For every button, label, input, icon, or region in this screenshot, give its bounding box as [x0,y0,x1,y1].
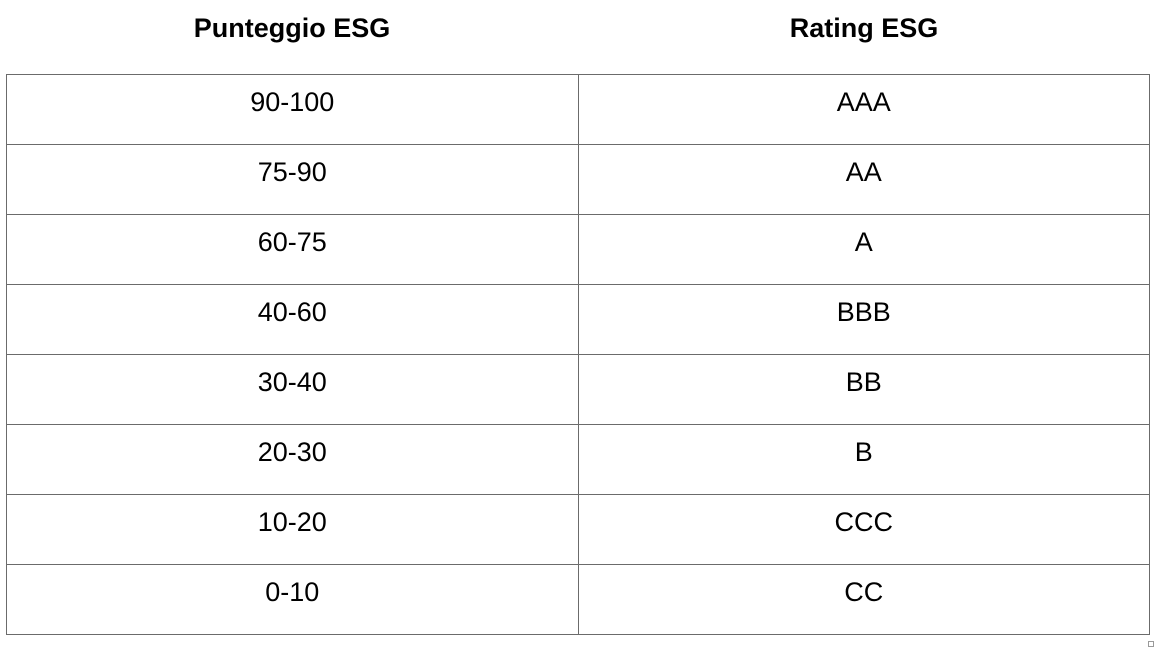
score-cell: 10-20 [6,494,579,565]
score-value: 10-20 [257,507,327,537]
esg-rating-table: 90-100 AAA 75-90 AA 60-75 A 40-60 BBB 30… [6,74,1150,635]
rating-cell: AAA [577,74,1150,145]
score-cell: 40-60 [6,284,579,355]
score-cell: 60-75 [6,214,579,285]
rating-cell: BB [577,354,1150,425]
table-row: 0-10 CC [6,564,1150,635]
header-score: Punteggio ESG [193,12,391,43]
score-value: 60-75 [257,227,327,257]
table-header: Punteggio ESG Rating ESG [6,0,1150,56]
rating-cell: A [577,214,1150,285]
score-value: 30-40 [257,367,327,397]
score-cell: 0-10 [6,564,579,635]
table-resize-handle[interactable] [1148,641,1154,647]
table-row: 40-60 BBB [6,284,1150,355]
table-row: 60-75 A [6,214,1150,285]
rating-cell: AA [577,144,1150,215]
rating-cell: CC [577,564,1150,635]
rating-cell: CCC [577,494,1150,565]
rating-cell: BBB [577,284,1150,355]
table-row: 10-20 CCC [6,494,1150,565]
rating-value: CCC [834,507,894,537]
score-value: 20-30 [257,437,327,467]
score-value: 40-60 [257,297,327,327]
score-cell: 20-30 [6,424,579,495]
score-value: 75-90 [257,157,327,187]
rating-value: BBB [836,297,891,327]
score-value: 90-100 [250,87,335,117]
table-row: 20-30 B [6,424,1150,495]
rating-cell: B [577,424,1150,495]
score-cell: 90-100 [6,74,579,145]
rating-value: BB [845,367,882,397]
rating-value: AA [845,157,882,187]
score-cell: 75-90 [6,144,579,215]
header-rating: Rating ESG [789,12,939,43]
rating-value: CC [844,577,884,607]
rating-value: B [854,437,873,467]
score-cell: 30-40 [6,354,579,425]
table-row: 75-90 AA [6,144,1150,215]
rating-value: AAA [836,87,891,117]
table-row: 30-40 BB [6,354,1150,425]
rating-value: A [854,227,873,257]
table-row: 90-100 AAA [6,74,1150,145]
score-value: 0-10 [265,577,320,607]
